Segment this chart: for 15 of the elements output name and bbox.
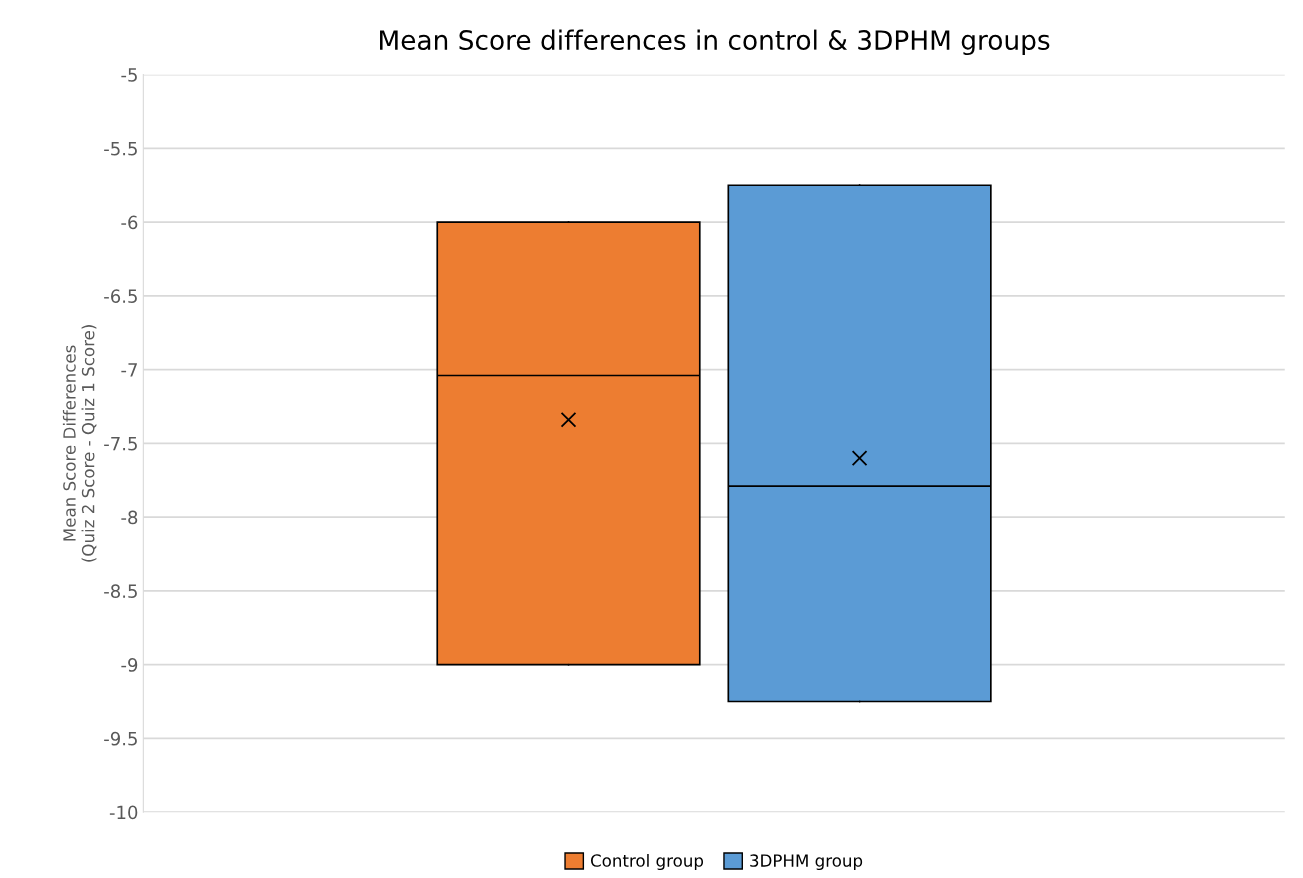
chart-title: Mean Score differences in control & 3DPHM groups (380, 29, 1050, 56)
y-tick-label: -10 (109, 805, 138, 820)
y-tick-label: -5.5 (104, 142, 137, 156)
y-tick-label: -6 (121, 215, 138, 230)
legend-label: 3DPHM group (750, 854, 863, 871)
y-tick-label: -9 (121, 658, 138, 672)
y-tick-label: -8 (121, 510, 138, 525)
y-tick-label: -5 (121, 68, 137, 82)
y-tick-label: -6.5 (104, 289, 137, 303)
legend-label: Control group (590, 853, 704, 871)
y-tick-label: -7.5 (104, 437, 137, 451)
y-tick-label: -8.5 (104, 584, 137, 599)
y-axis-title: Mean Score Differences (Quiz 2 Score - Quiz 1 Score) (62, 325, 97, 562)
y-tick-label: -7 (121, 363, 137, 377)
y-tick-label: -9.5 (104, 731, 137, 746)
